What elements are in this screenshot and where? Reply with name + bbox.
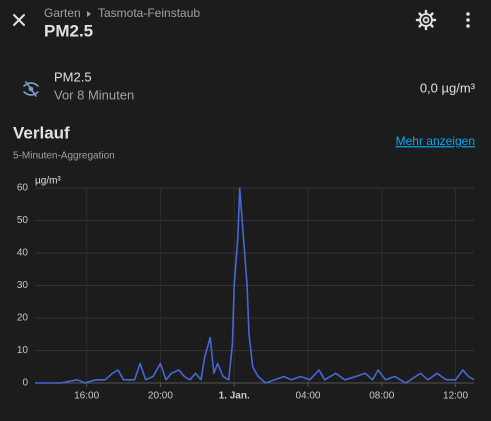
y-tick-label: 10 — [17, 345, 29, 356]
more-link[interactable]: Mehr anzeigen — [396, 134, 475, 148]
x-tick-label: 1. Jan. — [219, 391, 250, 402]
entity-name: PM2.5 — [54, 69, 92, 84]
x-tick-label: 20:00 — [148, 391, 173, 402]
breadcrumb-device: Tasmota-Feinstaub — [98, 6, 200, 20]
breadcrumb-area: Garten — [44, 6, 81, 20]
y-tick-label: 30 — [17, 280, 29, 291]
breadcrumb-separator — [87, 11, 91, 17]
history-title: Verlauf — [13, 123, 70, 142]
y-tick-label: 40 — [17, 248, 29, 259]
entity-last-changed: Vor 8 Minuten — [54, 87, 134, 102]
close-button[interactable] — [13, 14, 25, 26]
y-tick-label: 20 — [17, 313, 29, 324]
y-tick-label: 0 — [22, 378, 28, 389]
menu-button[interactable] — [466, 12, 470, 28]
x-tick-label: 16:00 — [74, 391, 99, 402]
data-line — [35, 187, 475, 384]
y-tick-label: 50 — [17, 215, 29, 226]
entity-icon — [23, 81, 39, 97]
history-subtitle: 5-Minuten-Aggregation — [13, 151, 115, 162]
settings-button[interactable] — [415, 9, 437, 31]
dialog-title: PM2.5 — [44, 21, 93, 40]
y-axis-label: µg/m³ — [35, 176, 61, 187]
x-tick-label: 12:00 — [443, 391, 468, 402]
x-tick-label: 08:00 — [369, 391, 394, 402]
entity-state: 0,0 µg/m³ — [420, 80, 476, 95]
y-tick-label: 60 — [17, 183, 29, 194]
x-tick-label: 04:00 — [295, 391, 320, 402]
